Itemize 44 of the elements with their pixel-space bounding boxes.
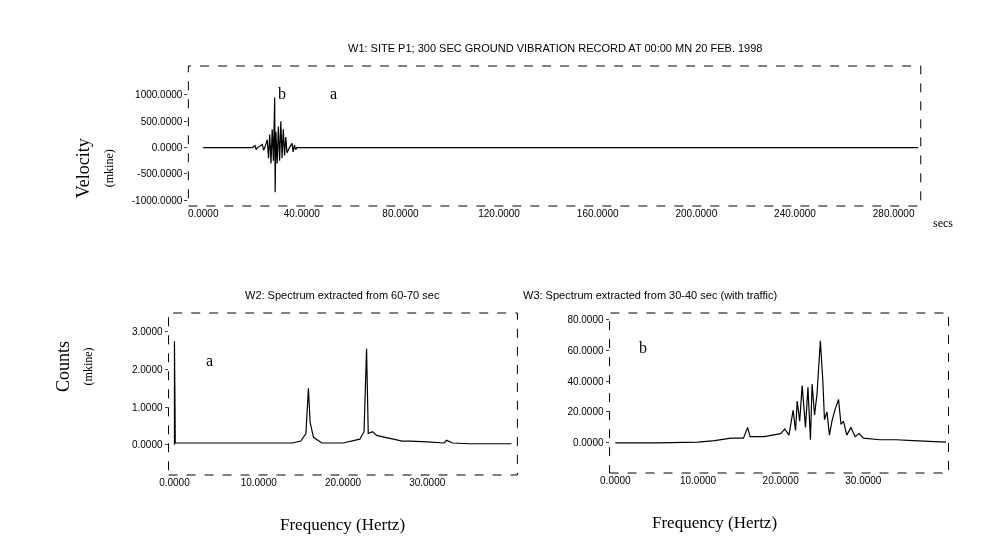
x-tick-label: 10.0000: [240, 477, 278, 488]
y-tick-label: 0.0000: [572, 437, 604, 449]
y-tick-label: 0.0000: [131, 439, 163, 451]
y-tick-label: 3.0000: [131, 326, 163, 338]
x-tick-label: 80.0000: [382, 208, 419, 219]
x-tick-label: 160.0000: [576, 208, 619, 219]
y-tick-label: 80.0000: [567, 313, 604, 325]
x-tick-label: 240.0000: [774, 208, 817, 219]
line-series: [173, 340, 513, 446]
chart-title: W1: SITE P1; 300 SEC GROUND VIBRATION RECORD AT 00:00 MN 20 FEB. 1998: [348, 42, 763, 54]
x-tick-label: 20.0000: [324, 477, 362, 488]
y-tick-label: 20.0000: [567, 406, 604, 418]
x-tick-label: 30.0000: [845, 475, 882, 486]
y-tick-label: -500.0000: [137, 168, 183, 180]
annotation: b: [639, 339, 647, 356]
x-tick-label: 40.0000: [283, 208, 321, 219]
y-axis-title: Counts (mkine): [52, 340, 96, 392]
chart-title: W3: Spectrum extracted from 30-40 sec (with traffic): [523, 289, 778, 301]
x-axis-title: Frequency (Hertz): [652, 513, 778, 532]
y-tick-label: 0.0000: [151, 142, 183, 154]
x-tick-label: 10.0000: [679, 475, 717, 486]
x-axis-title: secs: [933, 216, 954, 230]
y-tick-label: 60.0000: [567, 344, 604, 356]
line-series: [614, 340, 947, 444]
y-tick-label: 2.0000: [131, 364, 163, 376]
x-tick-label: 20.0000: [762, 475, 800, 486]
x-tick-label: 30.0000: [409, 477, 446, 488]
annotation: b: [278, 85, 286, 102]
x-tick-label: 0.0000: [187, 208, 219, 219]
y-tick-label: 1000.0000: [135, 89, 183, 101]
y-tick-label: 1.0000: [131, 401, 163, 413]
y-axis-title: Velocity (mkine): [73, 138, 116, 199]
y-tick-label: 40.0000: [567, 375, 604, 387]
y-tick-label: -1000.0000: [131, 194, 183, 206]
chart-title: W2: Spectrum extracted from 60-70 sec: [245, 289, 440, 301]
x-tick-label: 280.0000: [872, 208, 915, 219]
x-axis-title: Frequency (Hertz): [280, 515, 406, 534]
x-tick-label: 0.0000: [600, 475, 632, 486]
annotation: a: [206, 352, 214, 369]
x-tick-label: 200.0000: [675, 208, 718, 219]
x-tick-label: 0.0000: [159, 477, 191, 488]
x-tick-label: 120.0000: [478, 208, 521, 219]
y-tick-label: 500.0000: [140, 115, 183, 127]
annotation: a: [330, 85, 338, 102]
